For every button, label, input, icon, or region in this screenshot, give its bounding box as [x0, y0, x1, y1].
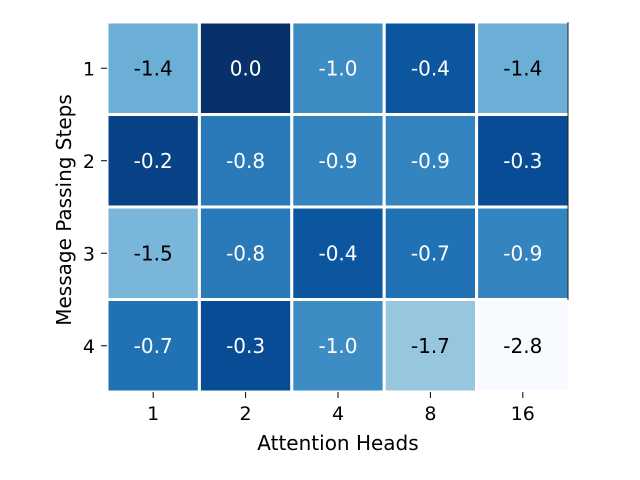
- x-tick-label-4: 8: [424, 403, 436, 425]
- x-tick-label-3: 4: [332, 403, 344, 425]
- x-axis-label: Attention Heads: [257, 431, 418, 455]
- heatmap-cell-r1-c2: [197, 20, 294, 116]
- y-tick-label-2: 2: [83, 151, 95, 173]
- cell-value-label-r4-c4: -1.7: [411, 334, 450, 358]
- cell-value-label-r3-c3: -0.4: [318, 241, 357, 265]
- heatmap-cell-r2-c3: [290, 113, 386, 209]
- cell-value-label-r1-c3: -1.0: [318, 56, 357, 80]
- cell-value-label-r4-c5: -2.8: [503, 334, 542, 358]
- heatmap-cell-r4-c4: [382, 298, 479, 394]
- cell-value-label-r3-c1: -1.5: [134, 241, 173, 265]
- x-tick-label-5: 16: [511, 403, 535, 425]
- cell-value-label-r4-c3: -1.0: [318, 334, 357, 358]
- y-tick-label-3: 3: [83, 243, 95, 265]
- x-tick-label-1: 1: [147, 403, 159, 425]
- cell-value-label-r2-c1: -0.2: [134, 149, 173, 173]
- x-tick-label-2: 2: [240, 403, 252, 425]
- x-axis: 1 2 4 8 16: [147, 392, 535, 425]
- y-tick-label-4: 4: [83, 336, 95, 358]
- cell-value-label-r3-c5: -0.9: [503, 241, 542, 265]
- heatmap-cell-labels: -1.4 0.0 -1.0 -0.4 -1.4 -0.2 -0.8 -0.9 -0.9 -0.3 -…: [134, 56, 543, 358]
- cell-value-label-r3-c4: -0.7: [411, 241, 450, 265]
- cell-value-label-r2-c3: -0.9: [318, 149, 357, 173]
- cell-value-label-r3-c2: -0.8: [226, 241, 265, 265]
- cell-value-label-r1-c4: -0.4: [411, 56, 450, 80]
- heatmap-cell-r4-c5: [475, 298, 571, 394]
- cell-value-label-r2-c2: -0.8: [226, 149, 265, 173]
- heatmap-cell-r3-c4: [382, 205, 479, 301]
- cell-value-label-r4-c2: -0.3: [226, 334, 265, 358]
- cell-value-label-r2-c4: -0.9: [411, 149, 450, 173]
- cell-value-label-r2-c5: -0.3: [503, 149, 542, 173]
- y-axis: 1 2 3 4: [83, 58, 107, 358]
- cell-value-label-r1-c1: -1.4: [134, 56, 173, 80]
- cell-value-label-r1-c2: 0.0: [230, 56, 262, 80]
- y-axis-label: Message Passing Steps: [52, 94, 76, 326]
- cell-value-label-r4-c1: -0.7: [134, 334, 173, 358]
- heatmap-cell-r3-c2: [197, 205, 294, 301]
- heatmap-cell-r2-c5: [475, 113, 571, 209]
- heatmap-cells: [105, 20, 571, 394]
- heatmap-cell-r4-c2: [197, 298, 294, 394]
- y-tick-label-1: 1: [83, 58, 95, 80]
- cell-value-label-r1-c5: -1.4: [503, 56, 542, 80]
